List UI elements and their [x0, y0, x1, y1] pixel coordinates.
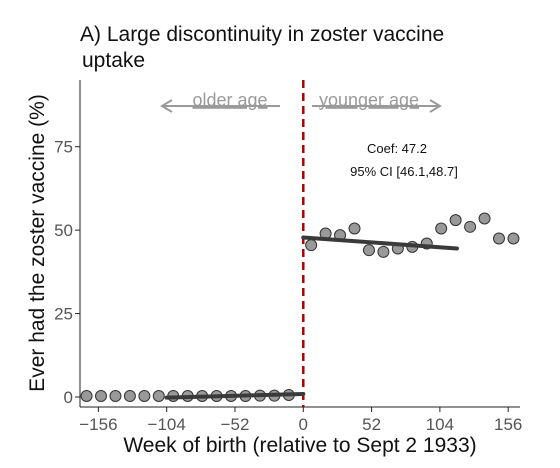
data-point	[95, 389, 108, 402]
y-tick-label: 0	[64, 388, 73, 407]
coef-annotation: Coef: 47.2	[367, 141, 427, 156]
x-ticks: −156 −104 −52 0 52 104 156	[79, 407, 522, 434]
data-point	[138, 389, 151, 402]
y-ticks: 0 25 50 75	[54, 138, 80, 407]
data-point	[362, 244, 375, 257]
y-tick-label: 25	[54, 305, 73, 324]
x-axis-label: Week of birth (relative to Sept 2 1933)	[123, 434, 476, 457]
y-axis-label: Ever had the zoster vaccine (%)	[26, 94, 49, 392]
x-tick-label: −104	[148, 415, 186, 434]
data-point	[449, 214, 462, 227]
data-point	[464, 220, 477, 233]
data-point	[348, 222, 361, 235]
data-point	[435, 222, 448, 235]
fit-line-right	[301, 235, 459, 251]
data-point	[80, 389, 93, 402]
age-arrows: older age younger age	[160, 90, 442, 113]
data-point	[492, 232, 505, 245]
y-tick-label: 75	[54, 138, 73, 157]
data-point	[507, 232, 520, 245]
data-point	[305, 239, 318, 252]
data-points	[80, 212, 520, 402]
x-tick-label: −156	[79, 415, 117, 434]
data-point	[377, 245, 390, 258]
data-point	[152, 389, 165, 402]
older-arrow-head	[160, 99, 173, 113]
younger-arrow-head	[429, 99, 442, 113]
fit-lines	[164, 235, 459, 400]
x-tick-label: 104	[426, 415, 454, 434]
chart-title-line2: uptake	[82, 49, 145, 72]
x-tick-label: −52	[221, 415, 250, 434]
data-point	[478, 212, 491, 225]
data-point	[123, 389, 136, 402]
x-tick-label: 0	[299, 415, 308, 434]
x-tick-label: 52	[362, 415, 381, 434]
data-point	[109, 389, 122, 402]
x-tick-label: 156	[494, 415, 522, 434]
axes	[79, 80, 520, 408]
fit-line-left	[164, 391, 306, 400]
ci-annotation: 95% CI [46.1,48.7]	[350, 164, 458, 179]
chart-title-line1: A) Large discontinuity in zoster vaccine	[80, 23, 444, 46]
y-tick-label: 50	[54, 221, 73, 240]
